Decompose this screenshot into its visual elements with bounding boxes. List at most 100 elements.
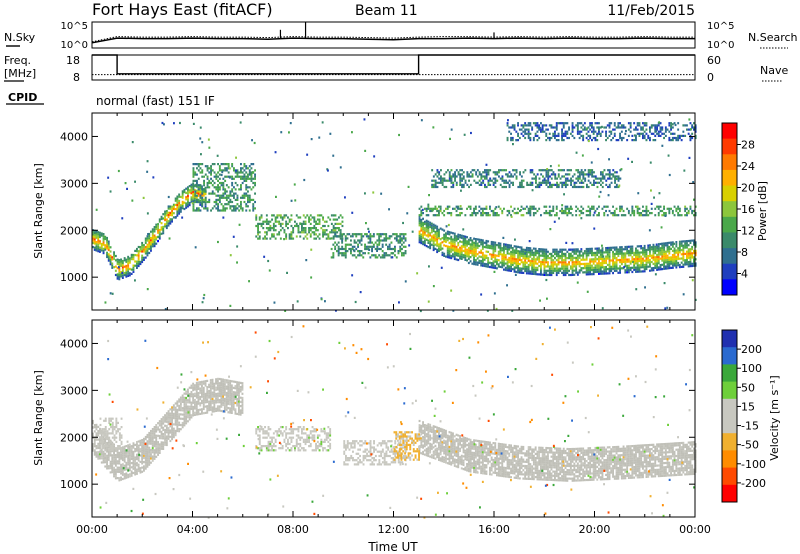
power-cell xyxy=(594,260,597,263)
power-cell xyxy=(240,175,242,178)
power-cell xyxy=(671,262,674,265)
power-cell xyxy=(585,256,588,259)
velocity-cell xyxy=(136,462,138,465)
power-cell xyxy=(589,209,592,213)
power-cell xyxy=(194,190,197,193)
power-cell xyxy=(670,258,672,261)
power-cell xyxy=(570,181,572,184)
power-cell xyxy=(155,238,158,241)
power-cell xyxy=(196,167,198,170)
power-cell xyxy=(452,240,454,243)
power-cell xyxy=(381,245,384,248)
power-cell xyxy=(197,198,200,201)
power-cell xyxy=(583,262,586,265)
power-cell xyxy=(614,181,616,184)
power-cell xyxy=(483,256,486,259)
power-cell xyxy=(475,173,478,176)
power-cell xyxy=(606,205,609,208)
velocity-cell xyxy=(128,445,131,448)
velocity-cell xyxy=(158,451,161,454)
power-cell xyxy=(469,243,472,246)
power-cell xyxy=(385,235,388,238)
power-cell xyxy=(481,262,484,265)
power-cell xyxy=(589,173,592,176)
power-cell xyxy=(490,262,493,265)
power-cell xyxy=(387,237,389,240)
power-cell xyxy=(190,200,193,203)
power-cell xyxy=(652,252,655,255)
power-cell xyxy=(167,224,170,227)
power-cell xyxy=(476,263,479,266)
power-cell xyxy=(150,237,152,240)
power-cell xyxy=(439,207,442,210)
power-cell xyxy=(680,265,683,268)
power-cell xyxy=(670,126,672,129)
power-cell xyxy=(599,126,602,129)
power-cell xyxy=(562,122,565,125)
power-cell xyxy=(490,245,493,248)
power-cell xyxy=(341,233,344,236)
power-cell xyxy=(620,214,623,217)
power-cell xyxy=(661,268,664,271)
power-cell xyxy=(531,181,534,184)
power-cell xyxy=(638,132,641,135)
velocity-cell xyxy=(102,450,105,453)
power-cell xyxy=(448,237,451,240)
power-cell xyxy=(431,169,434,172)
power-cell xyxy=(176,214,179,217)
power-cell xyxy=(656,268,658,271)
velocity-cell xyxy=(127,476,130,479)
power-cell xyxy=(404,239,407,242)
power-cell xyxy=(358,233,361,236)
velocity-cell xyxy=(155,449,158,452)
power-cell xyxy=(234,192,237,195)
power-cell xyxy=(344,254,347,257)
power-cell xyxy=(582,124,585,127)
velocity-cell xyxy=(113,466,115,469)
power-cell xyxy=(670,241,672,244)
velocity-cell xyxy=(132,463,135,466)
power-cell xyxy=(650,189,652,192)
power-cell xyxy=(675,262,678,265)
power-cell xyxy=(492,214,495,217)
power-cell xyxy=(217,171,219,174)
power-cell xyxy=(290,235,293,238)
power-cell xyxy=(201,185,203,188)
power-cell xyxy=(109,258,112,262)
power-cell xyxy=(234,171,237,174)
power-cell xyxy=(227,186,230,189)
power-cell xyxy=(505,179,507,182)
velocity-cell xyxy=(136,447,138,450)
power-cell xyxy=(599,132,602,135)
velocity-cell xyxy=(134,462,137,465)
power-cell xyxy=(480,214,483,217)
power-cell xyxy=(598,268,600,271)
power-cell xyxy=(247,194,249,197)
power-cell xyxy=(125,267,128,270)
velocity-cell xyxy=(99,427,101,430)
power-cell xyxy=(481,209,484,213)
power-cell xyxy=(446,237,449,240)
power-cell xyxy=(390,252,393,255)
power-cell xyxy=(492,253,495,257)
power-cell xyxy=(445,255,447,258)
power-cell xyxy=(215,175,218,178)
power-cell xyxy=(573,181,576,184)
power-cell xyxy=(146,243,149,246)
power-cell xyxy=(107,259,110,262)
power-cell xyxy=(583,252,586,255)
power-cell xyxy=(510,255,512,258)
velocity-cell xyxy=(95,438,98,441)
power-cell xyxy=(670,260,672,263)
power-cell xyxy=(192,195,195,198)
velocity-cell xyxy=(109,462,112,465)
power-cell xyxy=(571,267,574,270)
power-cell xyxy=(668,258,671,261)
power-cell xyxy=(543,248,546,251)
power-cell xyxy=(552,134,555,137)
power-cell xyxy=(511,255,514,258)
power-cell xyxy=(606,253,609,256)
power-cell xyxy=(610,246,613,249)
power-cell xyxy=(489,183,492,186)
power-cell xyxy=(534,260,537,263)
